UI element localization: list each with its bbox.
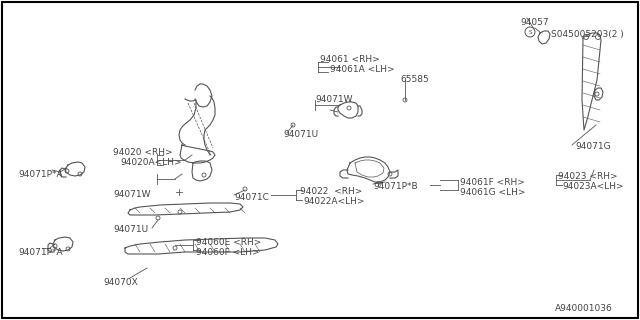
- Text: 94071W: 94071W: [315, 95, 353, 104]
- Text: 94020A<LH>: 94020A<LH>: [120, 158, 182, 167]
- Text: 94020 <RH>: 94020 <RH>: [113, 148, 173, 157]
- Text: 94061A <LH>: 94061A <LH>: [330, 65, 395, 74]
- Text: 94057: 94057: [520, 18, 548, 27]
- Text: 94070X: 94070X: [103, 278, 138, 287]
- Text: S045005203(2 ): S045005203(2 ): [551, 30, 624, 39]
- Text: 94022  <RH>: 94022 <RH>: [300, 187, 362, 196]
- Text: 94071G: 94071G: [575, 142, 611, 151]
- Text: 94060E <RH>: 94060E <RH>: [196, 238, 261, 247]
- Text: 94023A<LH>: 94023A<LH>: [562, 182, 623, 191]
- Text: 94022A<LH>: 94022A<LH>: [303, 197, 365, 206]
- Text: 94071P*A: 94071P*A: [18, 248, 63, 257]
- Text: 94061F <RH>: 94061F <RH>: [460, 178, 525, 187]
- Text: 94071P*A: 94071P*A: [18, 170, 63, 179]
- Text: 94060F <LH>: 94060F <LH>: [196, 248, 260, 257]
- Text: 94071W: 94071W: [113, 190, 150, 199]
- Text: 94061 <RH>: 94061 <RH>: [320, 55, 380, 64]
- Text: 94071P*B: 94071P*B: [373, 182, 418, 191]
- Text: 65585: 65585: [400, 75, 429, 84]
- Text: 94071C: 94071C: [234, 193, 269, 202]
- Text: 94023 <RH>: 94023 <RH>: [558, 172, 618, 181]
- Text: 94061G <LH>: 94061G <LH>: [460, 188, 525, 197]
- Text: 94071U: 94071U: [113, 225, 148, 234]
- Text: S: S: [528, 29, 532, 35]
- Text: A940001036: A940001036: [555, 304, 612, 313]
- Text: 94071U: 94071U: [283, 130, 318, 139]
